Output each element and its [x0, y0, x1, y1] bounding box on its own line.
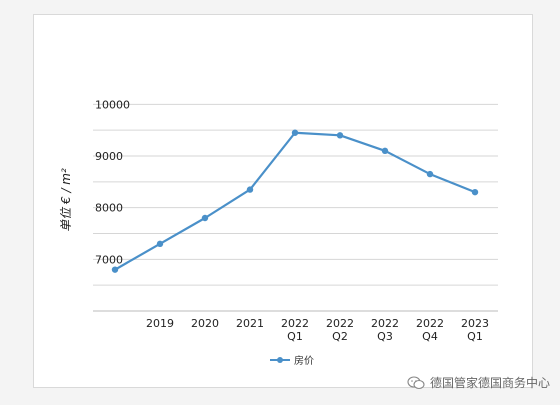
chart-card — [33, 14, 533, 388]
wechat-icon — [407, 375, 425, 389]
watermark: 德国管家德国商务中心 — [407, 374, 550, 391]
watermark-text: 德国管家德国商务中心 — [429, 376, 550, 390]
